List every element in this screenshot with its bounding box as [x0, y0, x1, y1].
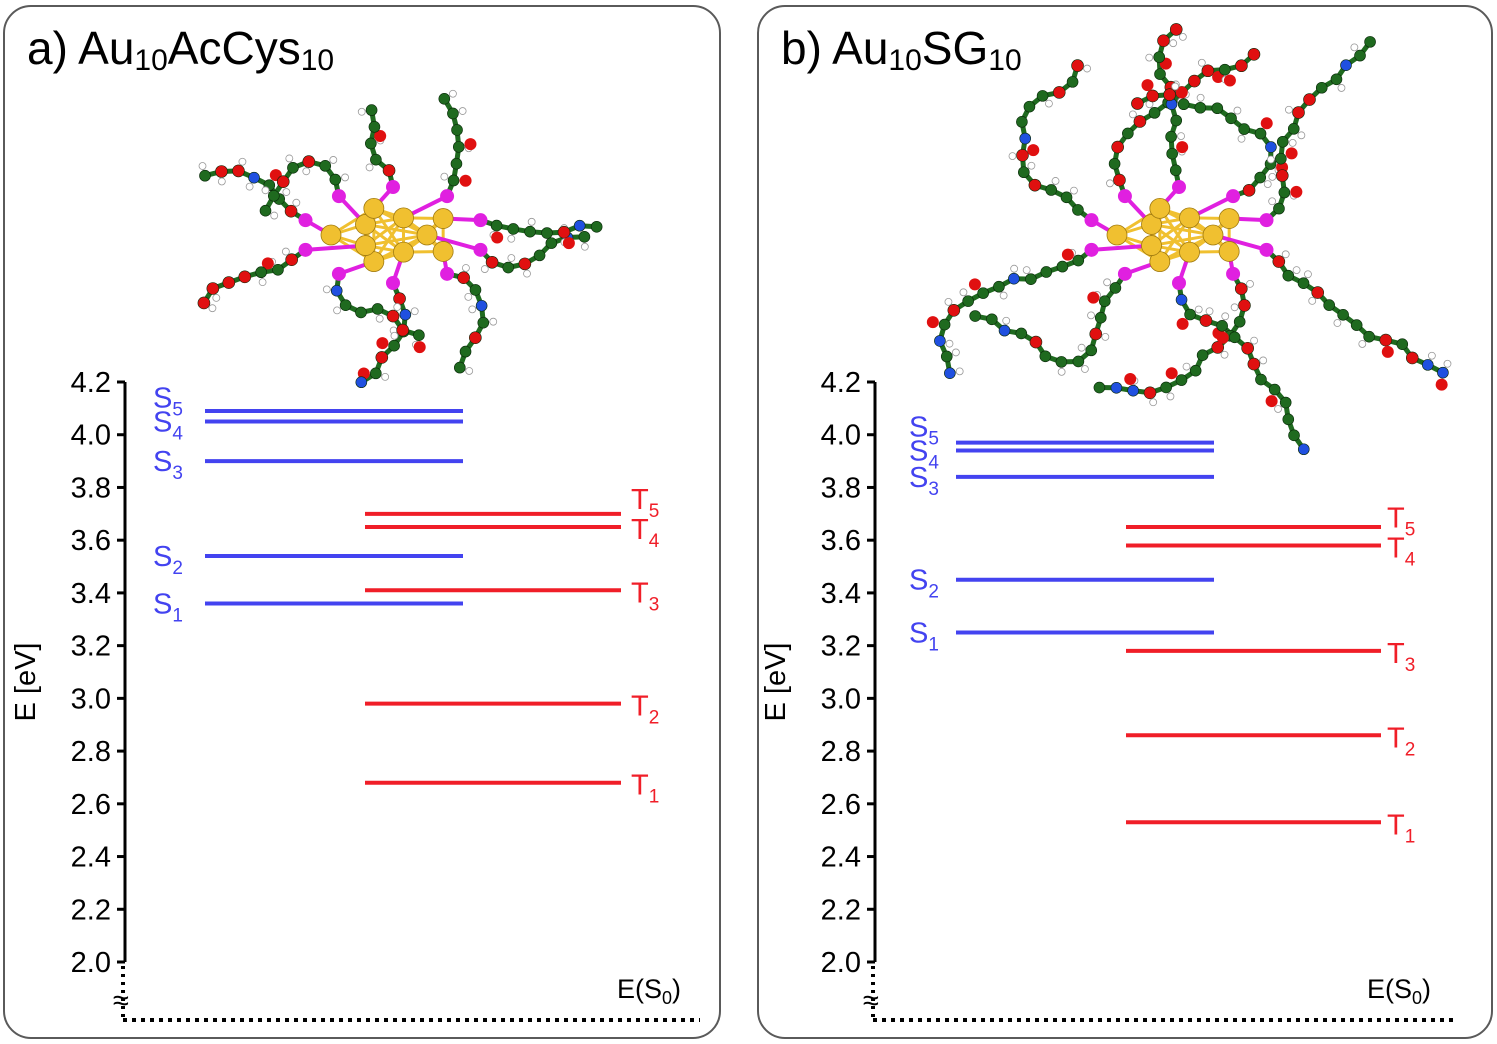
singlet-label: S3	[153, 446, 183, 484]
singlet-label: S1	[153, 588, 183, 626]
ground-state-label: E(S0)	[1367, 974, 1431, 1008]
y-tick-label: 2.8	[71, 736, 111, 768]
y-tick-label: 3.4	[821, 578, 861, 610]
y-tick-label: 4.2	[821, 367, 861, 399]
triplet-label: T2	[1387, 722, 1415, 760]
y-tick-label: 3.4	[71, 578, 111, 610]
triplet-label: T3	[1387, 638, 1415, 676]
y-axis-label: E [eV]	[10, 643, 42, 722]
energy-diagram: ≈2.0 2.2 2.4 2.6 2.8 3.0 3.2 3.4 3.6 3.8 4.0 4.2 E […	[10, 367, 700, 1022]
y-tick-label: 3.0	[71, 683, 111, 715]
axis-break-symbol: ≈	[863, 985, 879, 1017]
y-tick-label: 4.0	[71, 420, 111, 452]
y-tick-label: 3.2	[71, 631, 111, 663]
panel-b: b) Au10SG10 ≈2.0 2.2 2.4 2.6 2.8 3.0 3.2 3.4 3.6…	[757, 5, 1493, 1039]
y-axis-label: E [eV]	[760, 643, 792, 722]
y-tick-label: 3.6	[71, 525, 111, 557]
axis-break-symbol: ≈	[113, 985, 129, 1017]
y-tick-label: 2.4	[71, 842, 111, 874]
singlet-label: S1	[909, 617, 939, 655]
y-tick-label: 2.6	[71, 789, 111, 821]
y-tick-label: 3.6	[821, 525, 861, 557]
molecule-structure-au10sg10	[926, 23, 1452, 456]
triplet-label: T3	[631, 577, 659, 615]
y-tick-label: 2.8	[821, 736, 861, 768]
triplet-label: T2	[631, 691, 659, 729]
y-tick-label: 2.2	[821, 894, 861, 926]
molecule-structure-au10accys10	[197, 89, 603, 389]
y-tick-label: 3.8	[821, 472, 861, 504]
y-tick-label: 4.2	[71, 367, 111, 399]
panel-a: a) Au10AcCys10 ≈2.0 2.2 2.4 2.6 2.8 3.0 3.2 3.4…	[3, 5, 721, 1039]
singlet-label: S2	[909, 565, 939, 603]
y-tick-label: 4.0	[821, 420, 861, 452]
ground-state-label: E(S0)	[617, 974, 681, 1008]
panel-title: a) Au10AcCys10	[27, 22, 335, 77]
y-tick-label: 2.0	[71, 947, 111, 979]
energy-diagram: ≈2.0 2.2 2.4 2.6 2.8 3.0 3.2 3.4 3.6 3.8 4.0 4.2 E […	[760, 367, 1454, 1022]
y-tick-label: 2.6	[821, 789, 861, 821]
y-tick-label: 2.2	[71, 894, 111, 926]
singlet-label: S2	[153, 541, 183, 579]
y-tick-label: 3.2	[821, 631, 861, 663]
triplet-label: T1	[631, 770, 659, 808]
y-tick-label: 3.0	[821, 683, 861, 715]
y-tick-label: 2.4	[821, 842, 861, 874]
y-tick-label: 2.0	[821, 947, 861, 979]
panel-title: b) Au10SG10	[781, 22, 1022, 77]
triplet-label: T1	[1387, 809, 1415, 847]
y-tick-label: 3.8	[71, 472, 111, 504]
